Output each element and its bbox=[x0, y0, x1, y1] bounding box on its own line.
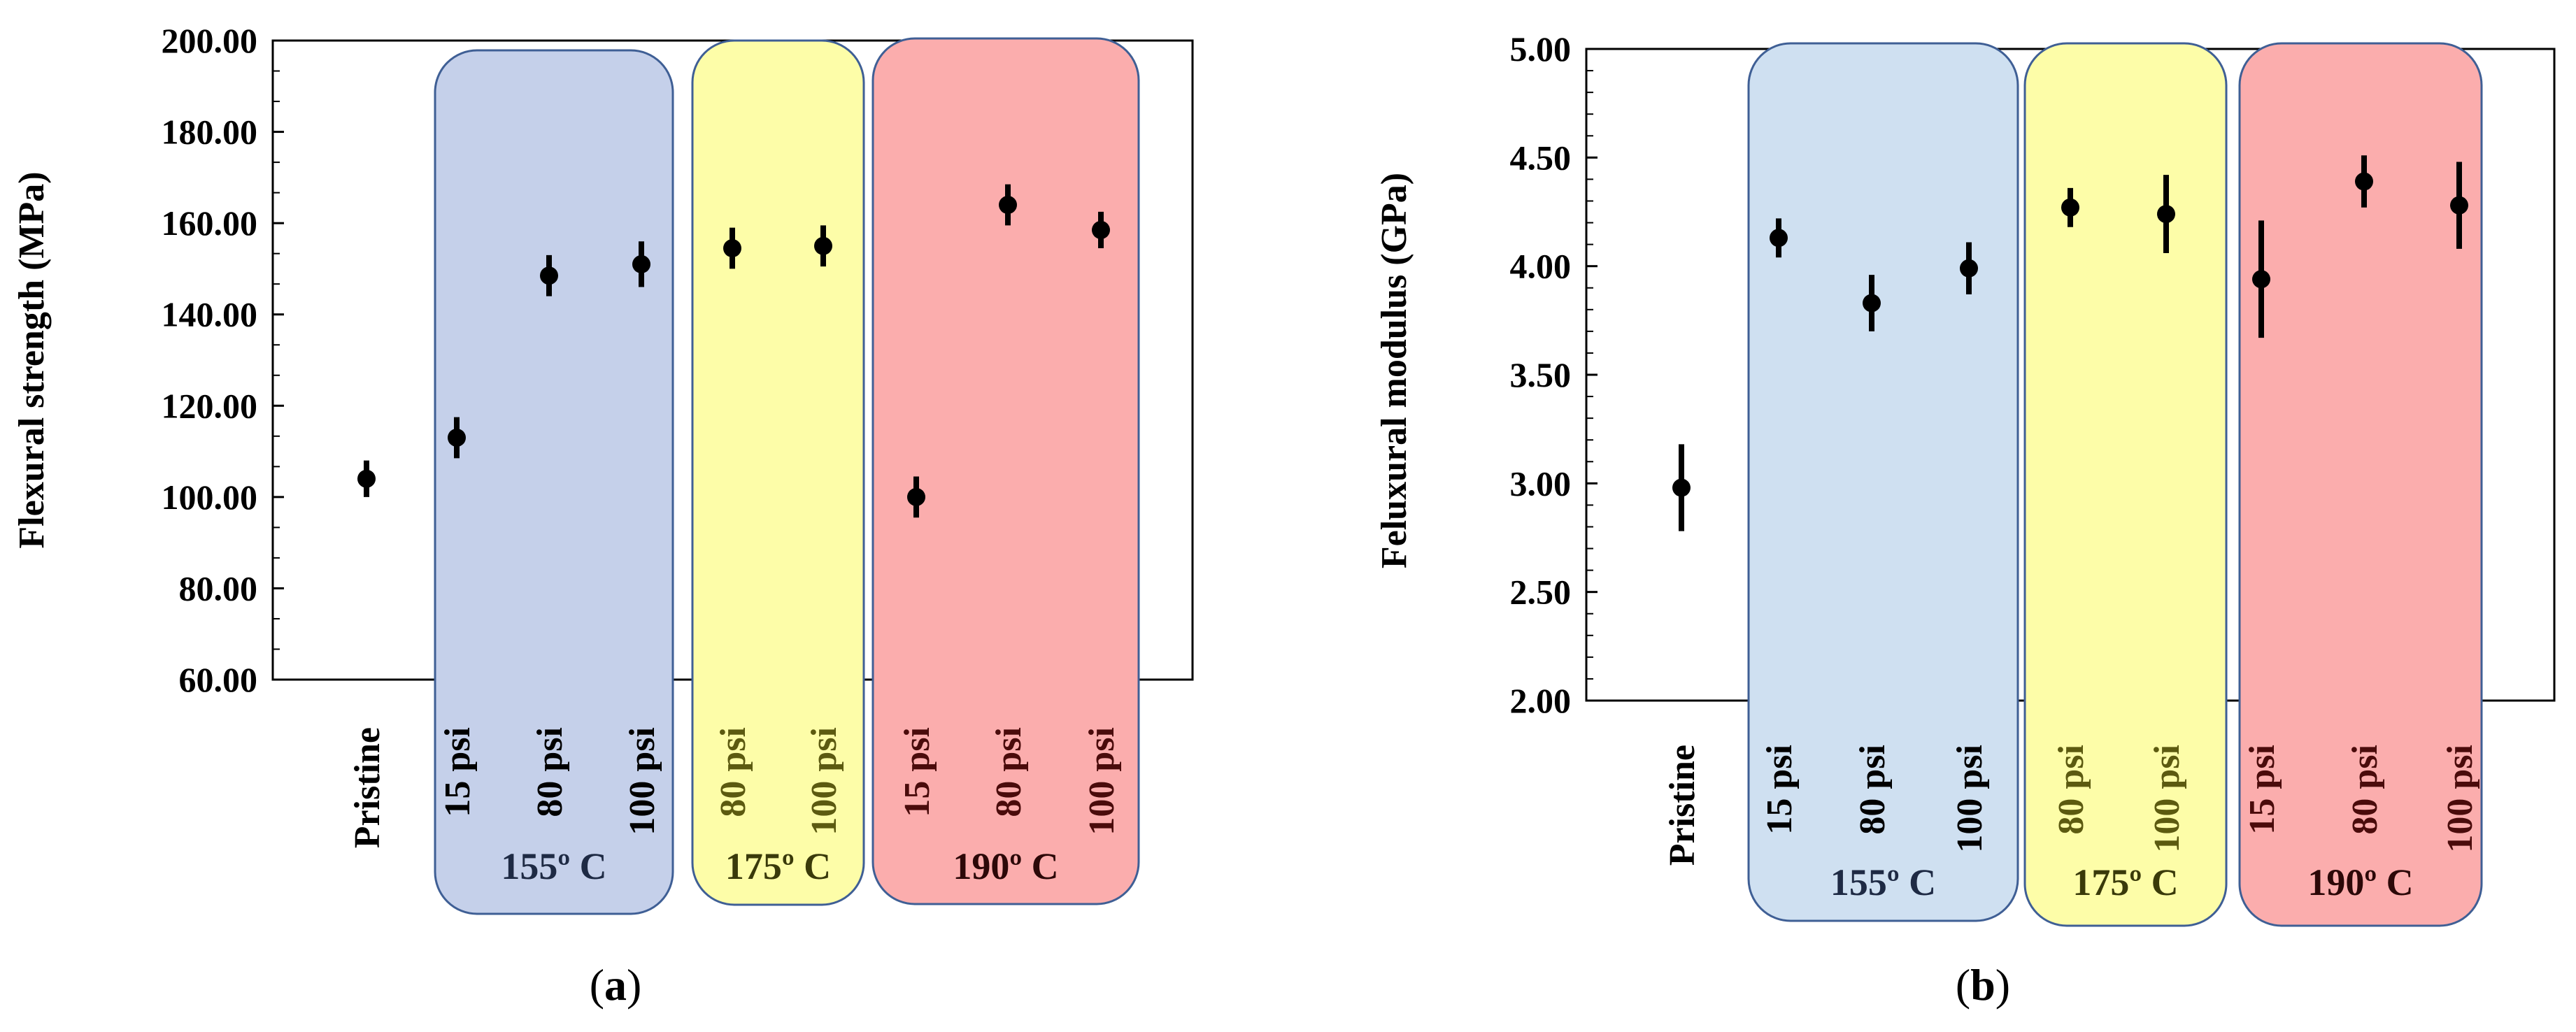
data-point-a-5 bbox=[814, 236, 832, 255]
data-point-a-4 bbox=[723, 239, 741, 258]
data-point-b-8 bbox=[2450, 196, 2468, 215]
data-point-b-1 bbox=[1770, 229, 1788, 248]
x-category-label-b-0: Pristine bbox=[1663, 745, 1702, 866]
x-category-label-b-2: 80 psi bbox=[1853, 745, 1893, 835]
y-tick-label-b-1: 4.50 bbox=[1510, 138, 1572, 177]
data-point-b-5 bbox=[2157, 205, 2175, 224]
data-point-a-6 bbox=[907, 487, 925, 506]
y-tick-label-b-2: 4.00 bbox=[1510, 247, 1572, 286]
x-category-label-b-4: 80 psi bbox=[2051, 745, 2091, 835]
x-category-label-a-4: 80 psi bbox=[713, 727, 753, 817]
x-category-label-b-8: 100 psi bbox=[2440, 745, 2480, 853]
y-tick-label-a-0: 200.00 bbox=[162, 21, 258, 60]
group-box-155c-a bbox=[434, 49, 674, 915]
group-box-155c-b bbox=[1747, 42, 2019, 922]
chart-panel-b: 155º C 175º C 190º C 5.00 4.50 4.00 3.50 3.00 2.… bbox=[1374, 29, 2556, 1010]
x-category-label-b-5: 100 psi bbox=[2147, 745, 2187, 853]
data-point-a-1 bbox=[448, 428, 466, 447]
panel-label-b: (b) bbox=[1956, 960, 2010, 1010]
data-point-a-0 bbox=[357, 469, 376, 488]
x-category-label-a-1: 15 psi bbox=[438, 727, 478, 817]
y-tick-label-a-2: 160.00 bbox=[162, 203, 258, 243]
x-category-label-b-1: 15 psi bbox=[1760, 745, 1800, 835]
y-tick-label-a-3: 140.00 bbox=[162, 295, 258, 334]
x-category-label-a-7: 80 psi bbox=[989, 727, 1029, 817]
y-tick-label-a-5: 100.00 bbox=[162, 478, 258, 517]
x-category-label-a-5: 100 psi bbox=[804, 727, 844, 836]
y-tick-label-b-3: 3.50 bbox=[1510, 355, 1572, 394]
y-tick-label-a-6: 80.00 bbox=[179, 568, 258, 608]
group-label-155c-a: 155º C bbox=[501, 845, 606, 887]
group-box-190c-a bbox=[871, 37, 1140, 905]
x-category-label-a-6: 15 psi bbox=[897, 727, 937, 817]
x-category-label-b-3: 100 psi bbox=[1950, 745, 1990, 853]
data-point-b-7 bbox=[2355, 172, 2373, 191]
data-point-a-3 bbox=[632, 255, 650, 273]
group-label-155c-b: 155º C bbox=[1830, 861, 1936, 903]
chart-panel-a: 155º C 175º C 190º C 200.00 180.00 160.00 140.… bbox=[12, 21, 1194, 1010]
group-label-190c-a: 190º C bbox=[953, 845, 1058, 887]
x-category-label-a-3: 100 psi bbox=[622, 727, 662, 836]
data-point-a-8 bbox=[1092, 220, 1110, 239]
y-tick-label-b-6: 2.00 bbox=[1510, 681, 1572, 720]
data-point-b-2 bbox=[1863, 294, 1881, 313]
x-category-label-a-0: Pristine bbox=[348, 727, 387, 848]
panel-label-a: (a) bbox=[590, 960, 642, 1010]
data-point-a-2 bbox=[540, 266, 558, 285]
y-axis-title-a: Flexural strength (MPa) bbox=[12, 171, 52, 548]
y-tick-label-b-4: 3.00 bbox=[1510, 464, 1572, 503]
data-point-a-7 bbox=[999, 196, 1017, 215]
x-category-label-a-2: 80 psi bbox=[530, 727, 570, 817]
group-label-175c-b: 175º C bbox=[2072, 861, 2178, 903]
y-tick-label-a-7: 60.00 bbox=[179, 660, 258, 699]
y-axis-title-b: Feluxural modulus (GPa) bbox=[1374, 173, 1414, 568]
data-point-b-0 bbox=[1672, 478, 1691, 497]
group-box-175c-b bbox=[2023, 42, 2228, 927]
y-tick-label-a-4: 120.00 bbox=[162, 386, 258, 425]
data-point-b-3 bbox=[1960, 259, 1978, 278]
group-label-175c-a: 175º C bbox=[725, 845, 831, 887]
y-tick-label-a-1: 180.00 bbox=[162, 113, 258, 152]
data-point-b-6 bbox=[2252, 270, 2270, 289]
y-tick-label-b-0: 5.00 bbox=[1510, 29, 1572, 69]
data-point-b-4 bbox=[2061, 198, 2079, 217]
group-box-190c-b bbox=[2238, 42, 2483, 927]
y-tick-label-b-5: 2.50 bbox=[1510, 573, 1572, 612]
x-category-label-b-6: 15 psi bbox=[2242, 745, 2282, 835]
x-category-label-a-8: 100 psi bbox=[1082, 727, 1122, 836]
group-label-190c-b: 190º C bbox=[2307, 861, 2413, 903]
x-category-label-b-7: 80 psi bbox=[2345, 745, 2385, 835]
